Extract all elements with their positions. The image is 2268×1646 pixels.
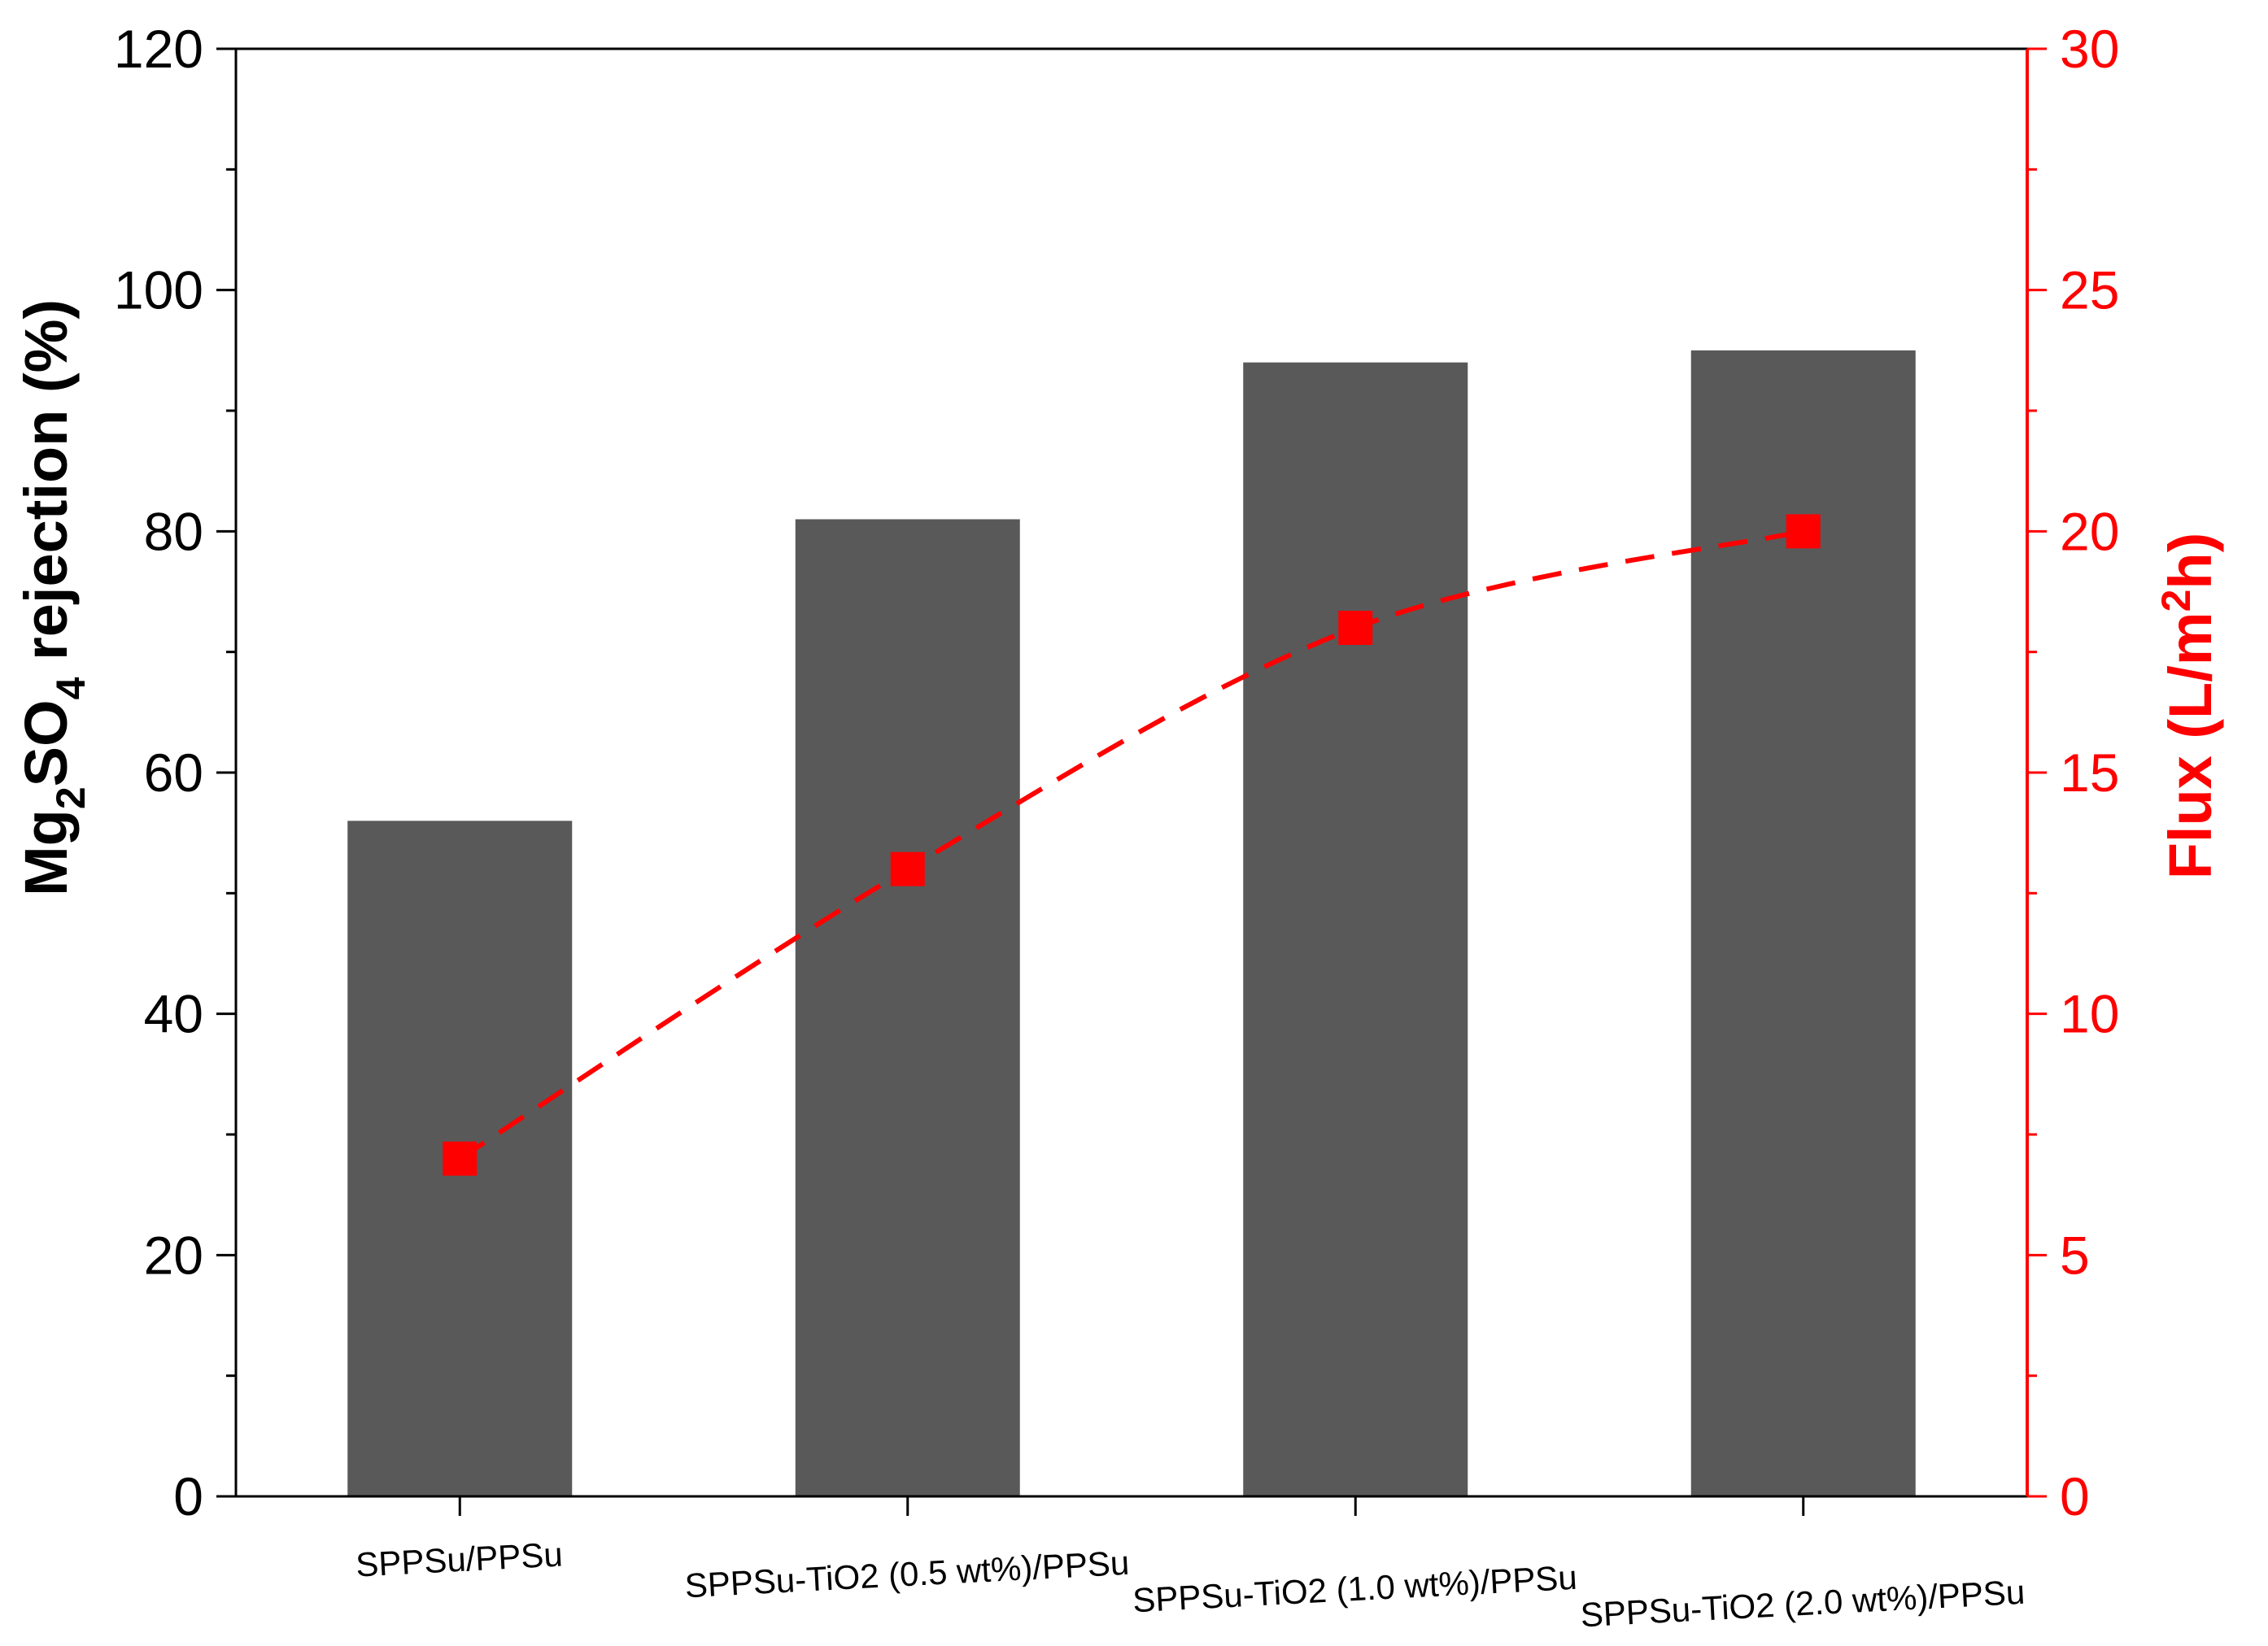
bar-2 (795, 519, 1020, 1496)
y-axis-left-title: Mg2SO4 rejection (%) (12, 299, 94, 896)
x-tick-label-1: SPPSu/PPSu (355, 1535, 564, 1583)
x-tick-label-3: SPPSu-TiO2 (1.0 wt%)/PPSu (1132, 1558, 1578, 1620)
y-right-tick-label-6: 25 (2060, 260, 2119, 320)
flux-line-path (458, 529, 1804, 1161)
y-left-tick-label-6: 100 (114, 260, 203, 320)
flux-marker-1 (443, 1141, 478, 1176)
bar-3 (1243, 362, 1468, 1497)
y-axis-right-title-part1: Flux (L/m (2157, 612, 2224, 879)
left-axis-ticks: 0 20 40 60 80 100 120 (114, 19, 236, 1526)
x-tick-label-2: SPPSu-TiO2 (0.5 wt%)/PPSu (684, 1544, 1131, 1605)
y-left-tick-label-1: 0 (173, 1466, 203, 1526)
flux-marker-3 (1338, 611, 1373, 645)
y-left-tick-label-4: 60 (144, 742, 203, 803)
y-axis-left-title-sub1: 2 (48, 786, 94, 809)
flux-marker-2 (890, 851, 925, 886)
y-right-tick-label-4: 15 (2060, 742, 2119, 803)
flux-marker-4 (1786, 514, 1821, 549)
y-axis-right-title-part2: h) (2157, 533, 2224, 590)
y-left-tick-label-5: 80 (144, 501, 203, 561)
y-axis-left-title-part1: Mg (12, 809, 80, 896)
y-left-tick-label-7: 120 (114, 19, 203, 79)
y-right-tick-label-5: 20 (2060, 501, 2119, 561)
y-right-tick-label-1: 0 (2060, 1466, 2090, 1526)
y-right-tick-label-2: 5 (2060, 1225, 2090, 1285)
y-axis-right-title: Flux (L/m2h) (2153, 533, 2224, 880)
x-axis-ticks: SPPSu/PPSu SPPSu-TiO2 (0.5 wt%)/PPSu SPPSu… (355, 1496, 2026, 1634)
y-left-tick-label-2: 20 (144, 1225, 203, 1285)
y-right-tick-label-3: 10 (2060, 984, 2119, 1044)
x-tick-label-4: SPPSu-TiO2 (2.0 wt%)/PPSu (1580, 1573, 2026, 1635)
y-left-tick-label-3: 40 (144, 984, 203, 1044)
y-axis-left-title-part3: rejection (%) (12, 299, 80, 677)
y-right-tick-label-7: 30 (2060, 19, 2119, 79)
bars-group (347, 350, 1916, 1497)
y-axis-left-title-sub2: 4 (48, 677, 94, 699)
y-axis-left-title-part2: SO (12, 699, 80, 786)
right-axis-ticks: 0 5 10 15 20 25 30 (2027, 19, 2119, 1526)
y-axis-right-title-sup: 2 (2153, 590, 2199, 612)
flux-series (443, 514, 1821, 1176)
